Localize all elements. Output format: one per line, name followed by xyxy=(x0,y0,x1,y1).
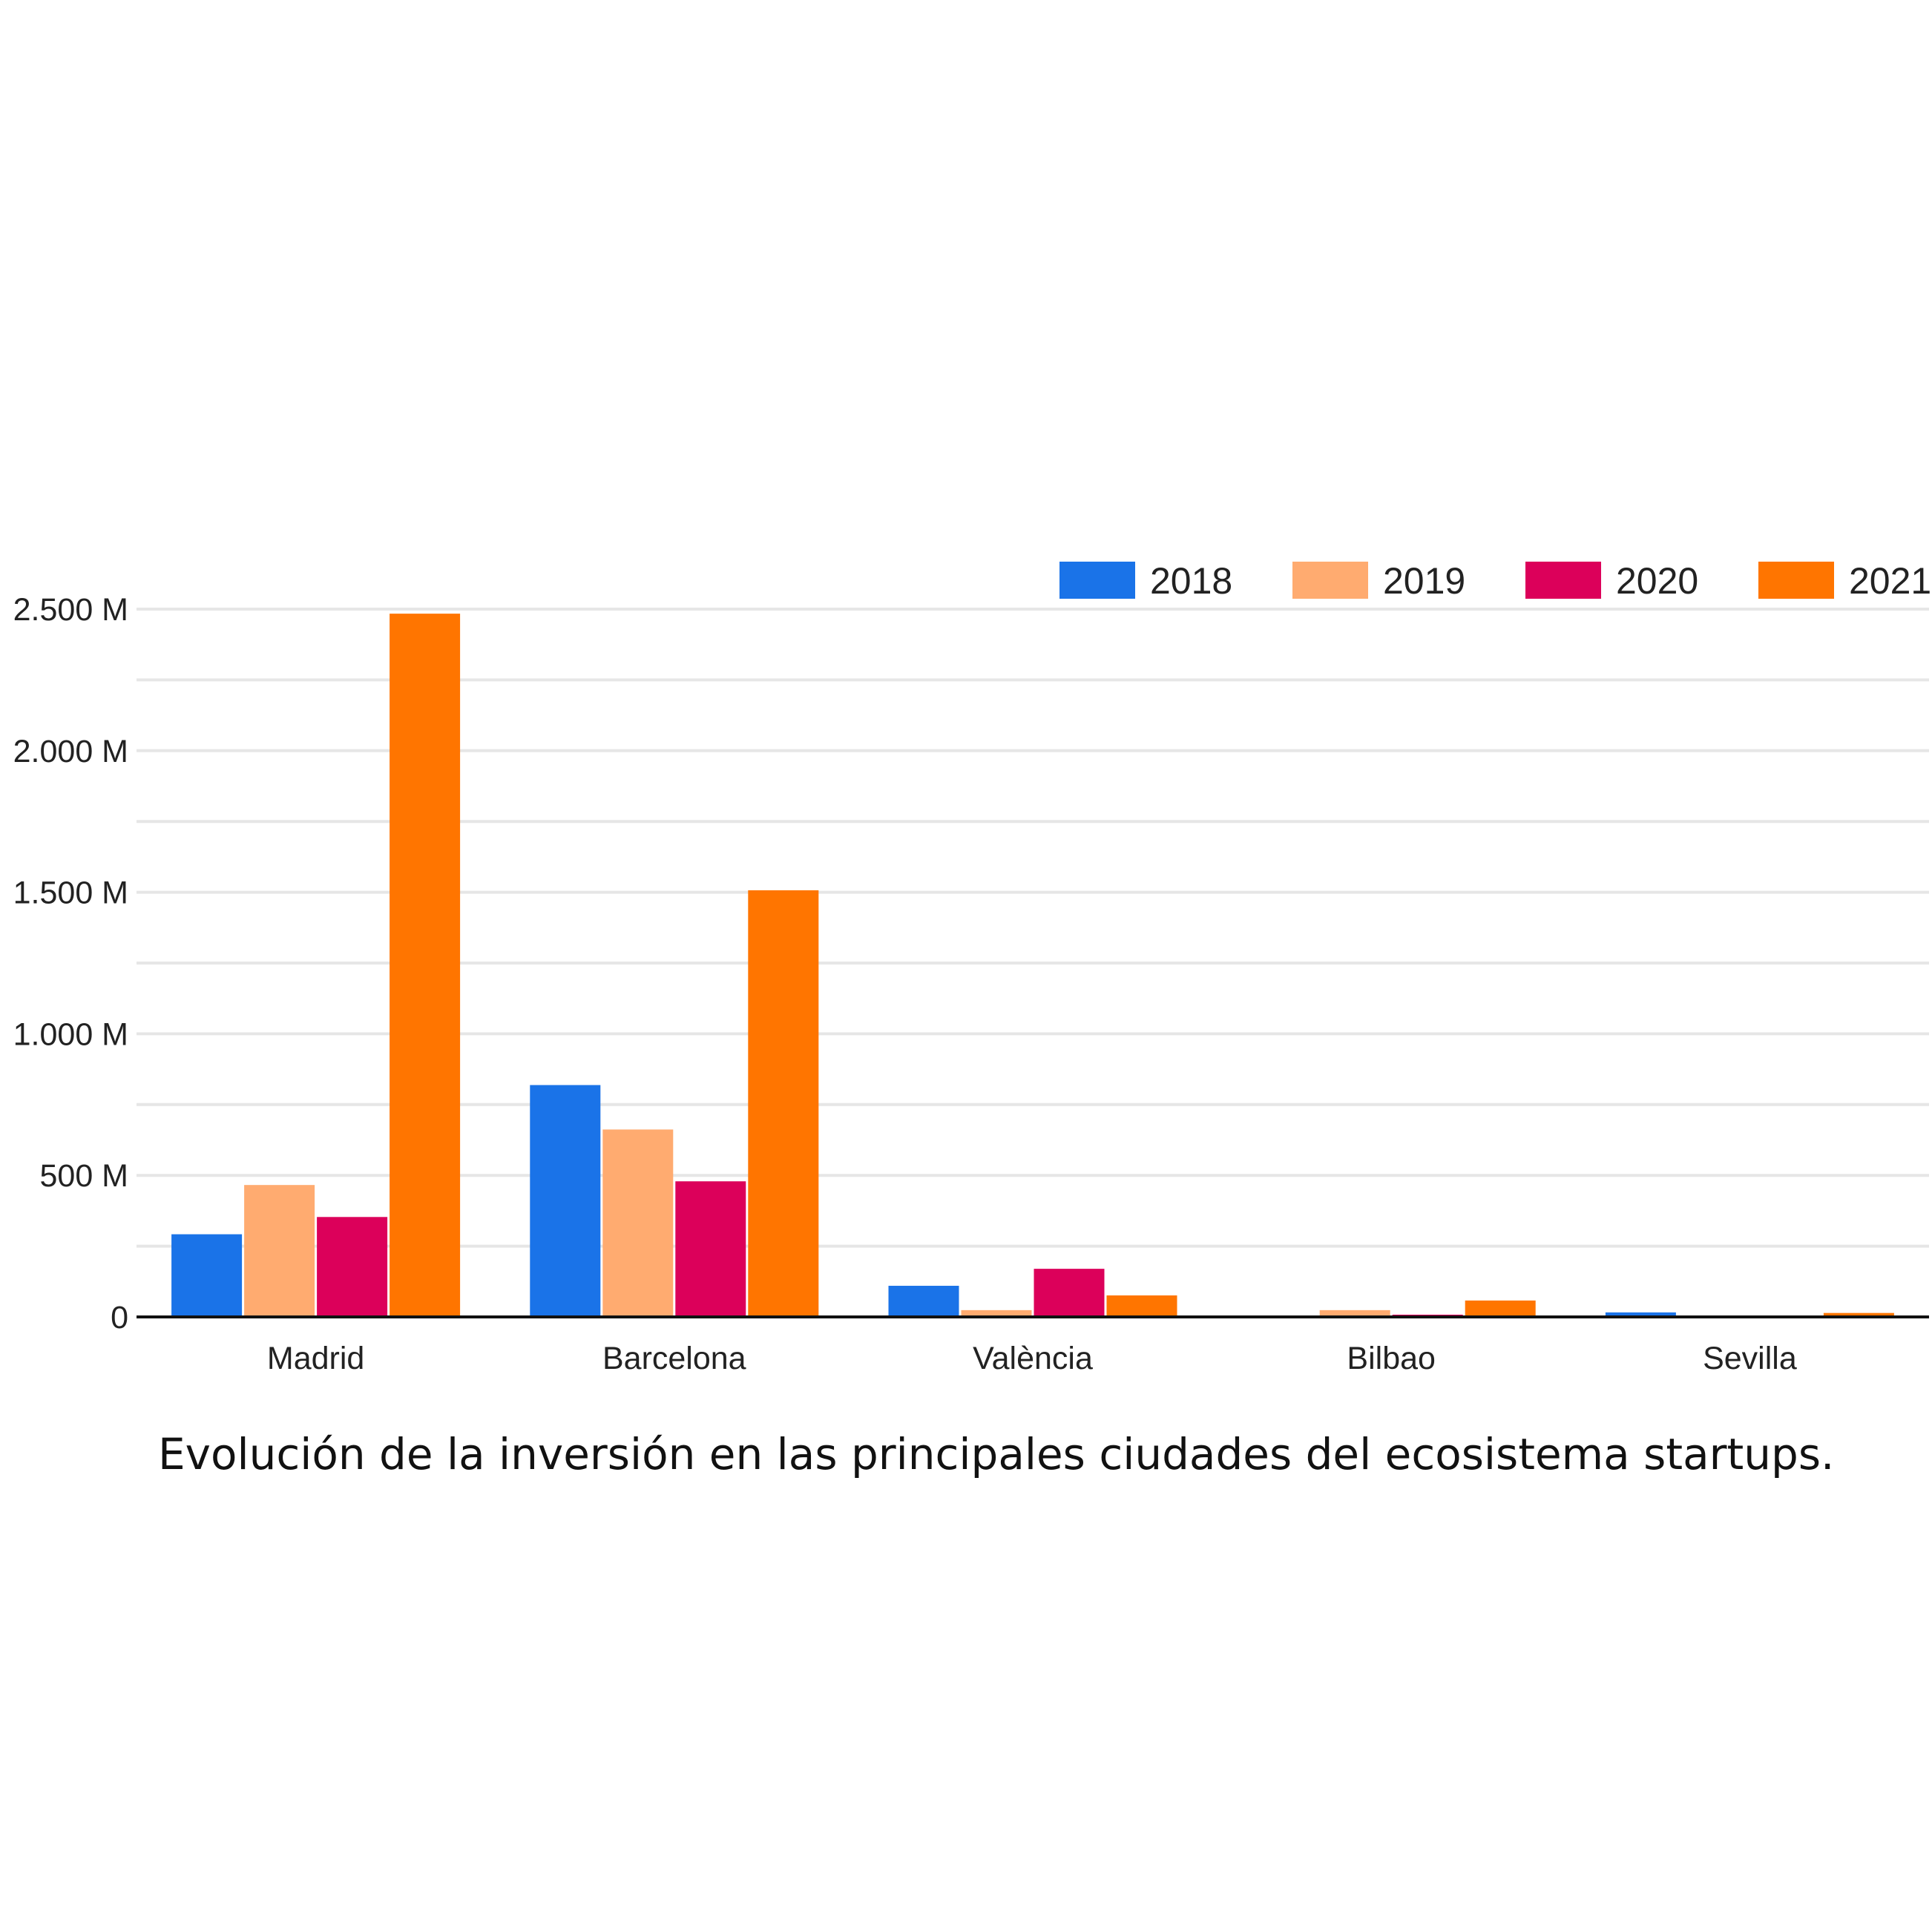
legend-swatch-2019 xyxy=(1292,562,1368,599)
y-tick-label: 1.500 M xyxy=(13,875,128,911)
x-tick-label: Bilbao xyxy=(1347,1341,1436,1376)
bar-sevilla-2018 xyxy=(1605,1312,1676,1317)
y-axis-ticks: 0 500 M 1.000 M 1.500 M 2.000 M 2.500 M xyxy=(13,592,128,1335)
y-tick-label: 1.000 M xyxy=(13,1016,128,1052)
bar-sevilla-2021 xyxy=(1823,1312,1894,1317)
x-tick-label: Barcelona xyxy=(602,1341,746,1376)
bar-barcelona-2021 xyxy=(748,890,819,1317)
y-tick-label: 0 xyxy=(111,1300,128,1335)
y-tick-label: 2.500 M xyxy=(13,592,128,628)
legend-swatch-2021 xyxy=(1758,562,1834,599)
bar-bilbao-2021 xyxy=(1465,1300,1536,1317)
x-tick-label: Madrid xyxy=(267,1341,364,1376)
chart-caption: Evolución de la inversión en las princip… xyxy=(158,1429,1834,1479)
bar-barcelona-2019 xyxy=(602,1129,674,1317)
legend-label: 2019 xyxy=(1383,560,1465,602)
bar-valència-2021 xyxy=(1106,1295,1177,1317)
x-tick-label: València xyxy=(973,1341,1093,1376)
legend-label: 2018 xyxy=(1150,560,1232,602)
bar-madrid-2019 xyxy=(244,1185,315,1317)
y-tick-label: 500 M xyxy=(39,1158,128,1194)
bar-barcelona-2018 xyxy=(530,1085,601,1317)
legend-swatch-2018 xyxy=(1059,562,1135,599)
legend-swatch-2020 xyxy=(1525,562,1601,599)
x-tick-label: Sevilla xyxy=(1703,1341,1797,1376)
legend-label: 2020 xyxy=(1616,560,1698,602)
x-axis-labels: Madrid Barcelona València Bilbao Sevilla xyxy=(267,1341,1797,1376)
bars xyxy=(171,614,1894,1317)
bar-madrid-2021 xyxy=(390,614,461,1317)
bar-valència-2020 xyxy=(1034,1269,1105,1317)
y-tick-label: 2.000 M xyxy=(13,734,128,769)
bar-valència-2019 xyxy=(961,1310,1032,1317)
bar-bilbao-2019 xyxy=(1319,1310,1390,1317)
bar-valència-2018 xyxy=(888,1286,959,1317)
bar-barcelona-2020 xyxy=(675,1181,746,1317)
bar-madrid-2020 xyxy=(317,1217,388,1317)
legend: 2018 2019 2020 2021 xyxy=(1059,560,1931,602)
legend-label: 2021 xyxy=(1849,560,1931,602)
bar-madrid-2018 xyxy=(171,1234,243,1317)
